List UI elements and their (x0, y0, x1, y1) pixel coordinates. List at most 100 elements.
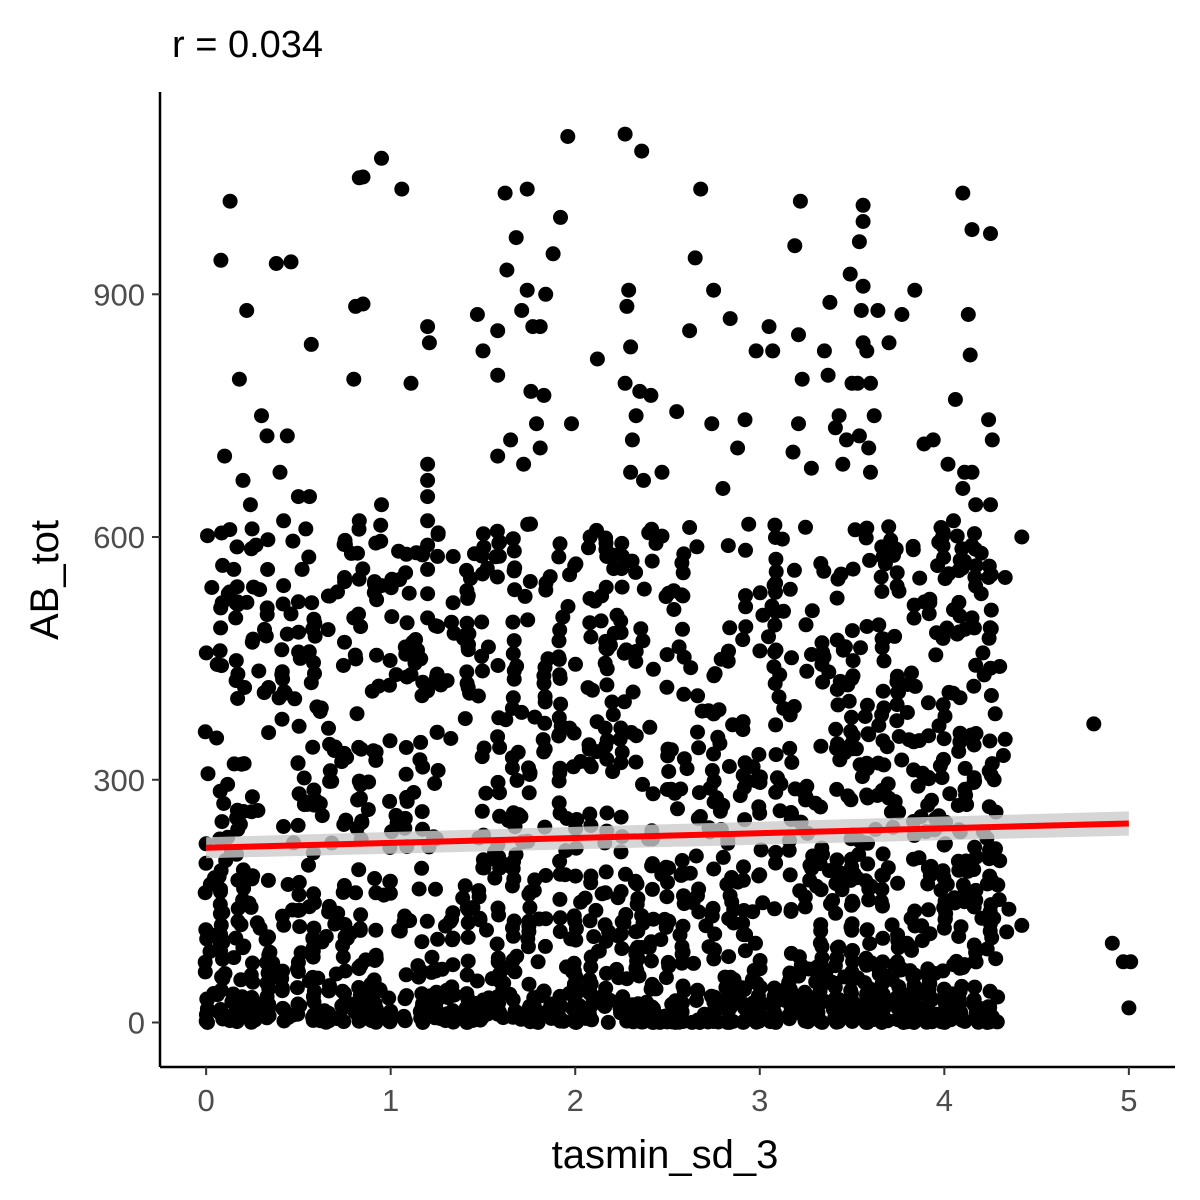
data-point (628, 754, 644, 770)
data-point (755, 895, 771, 911)
data-point (737, 1012, 753, 1028)
data-point (968, 849, 984, 865)
data-point (296, 770, 312, 786)
data-point (816, 343, 832, 359)
data-point (997, 731, 1013, 747)
data-point (459, 583, 475, 599)
data-point (489, 569, 505, 585)
data-point (983, 621, 999, 637)
data-point (791, 416, 806, 432)
data-point (475, 860, 491, 876)
data-point (752, 805, 768, 821)
data-point (920, 961, 936, 977)
data-point (606, 625, 622, 641)
data-point (722, 1014, 738, 1030)
data-point (959, 797, 975, 813)
data-point (871, 617, 887, 633)
data-point (415, 674, 431, 690)
data-point (644, 553, 660, 569)
data-point (606, 561, 622, 577)
data-point (530, 954, 546, 970)
data-point (684, 1014, 700, 1030)
data-point (936, 837, 952, 853)
data-point (945, 685, 961, 701)
data-point (623, 725, 639, 740)
data-point (537, 938, 553, 954)
data-point (230, 691, 246, 706)
data-point (820, 367, 836, 383)
data-point (628, 960, 644, 976)
data-point (921, 991, 937, 1007)
data-point (474, 614, 490, 630)
data-point (459, 664, 475, 680)
data-point (357, 994, 373, 1010)
data-point (623, 339, 639, 355)
data-point (862, 552, 878, 568)
data-point (930, 558, 946, 574)
data-point (842, 266, 858, 282)
data-point (292, 919, 308, 935)
data-point (499, 262, 515, 278)
data-point (462, 1008, 478, 1024)
data-point (429, 724, 445, 740)
data-point (876, 653, 892, 669)
data-point (279, 626, 295, 642)
data-point (614, 941, 630, 957)
data-point (440, 990, 456, 1005)
data-point (755, 607, 771, 623)
data-point (197, 724, 213, 740)
data-point (906, 977, 922, 993)
data-point (382, 873, 398, 889)
data-point (294, 561, 310, 577)
data-point (646, 1001, 661, 1016)
data-point (787, 781, 803, 797)
data-point (489, 523, 505, 539)
data-point (304, 595, 320, 611)
data-point (354, 815, 370, 830)
data-point (1123, 954, 1139, 970)
data-point (430, 548, 445, 564)
data-point (752, 643, 768, 659)
data-point (829, 852, 845, 868)
data-point (597, 720, 613, 736)
data-point (949, 528, 965, 544)
data-point (420, 513, 436, 529)
data-point (644, 976, 660, 992)
data-point (506, 805, 521, 821)
data-point (199, 931, 215, 947)
data-point (484, 971, 500, 987)
data-point (403, 375, 419, 391)
data-point (854, 769, 870, 785)
data-point (599, 732, 615, 748)
data-point (276, 917, 292, 933)
data-point (198, 645, 214, 661)
data-point (691, 904, 707, 920)
data-point (748, 773, 764, 789)
data-point (543, 1010, 559, 1026)
data-point (645, 661, 661, 677)
data-point (561, 986, 577, 1001)
data-point (873, 893, 889, 909)
data-point (738, 588, 753, 604)
data-point (516, 456, 532, 472)
data-point (784, 754, 800, 770)
data-point (521, 1001, 537, 1017)
data-point (745, 759, 761, 775)
data-point (424, 949, 440, 965)
data-point (840, 788, 856, 804)
data-point (661, 860, 677, 876)
data-point (351, 170, 367, 186)
data-point (479, 560, 495, 576)
data-point (369, 647, 384, 663)
data-point (808, 974, 824, 990)
data-point (688, 848, 704, 864)
data-point (582, 615, 598, 631)
data-point (707, 926, 723, 942)
data-point (981, 851, 997, 867)
data-point (658, 970, 674, 986)
data-point (721, 911, 737, 927)
data-point (583, 868, 599, 884)
data-point (260, 872, 276, 888)
data-point (330, 905, 346, 921)
data-point (968, 558, 984, 574)
